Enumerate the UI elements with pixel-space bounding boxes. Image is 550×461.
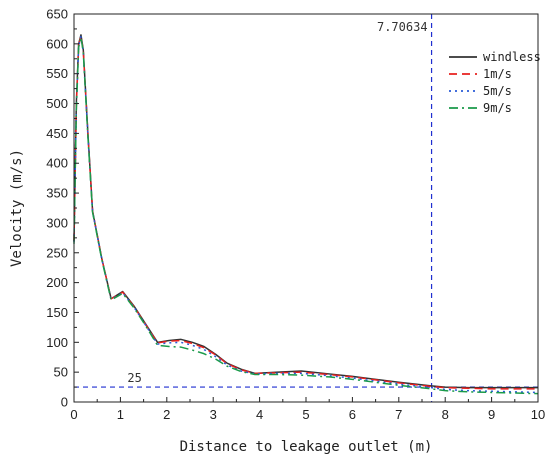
legend-label-1: 1m/s bbox=[483, 67, 512, 81]
y-tick-label: 50 bbox=[54, 365, 68, 380]
x-tick-label: 0 bbox=[70, 407, 77, 422]
y-tick-label: 550 bbox=[46, 66, 68, 81]
reference-lines: 7.70634 25 bbox=[74, 14, 538, 402]
x-tick-label: 3 bbox=[210, 407, 217, 422]
series-line-2 bbox=[73, 35, 539, 394]
x-tick-label: 2 bbox=[163, 407, 170, 422]
y-tick-label: 100 bbox=[46, 335, 68, 350]
x-tick-label: 9 bbox=[488, 407, 495, 422]
series-line-0 bbox=[73, 34, 538, 389]
series-line-3 bbox=[73, 36, 539, 395]
y-tick-label: 600 bbox=[46, 36, 68, 51]
y-tick-label: 650 bbox=[46, 7, 68, 22]
y-axis-ticks: 0 50 100 150 200 250 300 350 400 450 500 550 600 650 bbox=[46, 7, 79, 410]
x-axis-title: Distance to leakage outlet (m) bbox=[180, 439, 433, 455]
x-tick-label: 7 bbox=[395, 407, 402, 422]
y-tick-label: 150 bbox=[46, 305, 68, 320]
y-tick-label: 350 bbox=[46, 186, 68, 201]
series-lines bbox=[73, 34, 539, 395]
x-tick-label: 6 bbox=[349, 407, 356, 422]
series-line-1 bbox=[73, 35, 538, 390]
horizontal-reference-label: 25 bbox=[127, 371, 141, 385]
x-tick-label: 1 bbox=[117, 407, 124, 422]
x-axis-ticks: 0 1 2 3 4 5 6 7 8 9 10 bbox=[70, 397, 545, 422]
y-tick-label: 300 bbox=[46, 215, 68, 230]
x-tick-label: 4 bbox=[256, 407, 263, 422]
legend-label-2: 5m/s bbox=[483, 84, 512, 98]
legend: windless 1m/s 5m/s 9m/s bbox=[449, 50, 541, 115]
x-tick-label: 5 bbox=[302, 407, 309, 422]
y-tick-label: 450 bbox=[46, 126, 68, 141]
y-tick-label: 500 bbox=[46, 96, 68, 111]
legend-label-0: windless bbox=[483, 50, 541, 64]
x-tick-label: 10 bbox=[531, 407, 545, 422]
y-axis-title: Velocity (m/s) bbox=[9, 149, 25, 267]
y-tick-label: 400 bbox=[46, 156, 68, 171]
plot-frame bbox=[73, 13, 539, 403]
y-tick-label: 200 bbox=[46, 275, 68, 290]
vertical-reference-label: 7.70634 bbox=[377, 20, 428, 34]
y-tick-label: 0 bbox=[61, 395, 68, 410]
y-tick-label: 250 bbox=[46, 245, 68, 260]
x-tick-label: 8 bbox=[442, 407, 449, 422]
legend-label-3: 9m/s bbox=[483, 101, 512, 115]
